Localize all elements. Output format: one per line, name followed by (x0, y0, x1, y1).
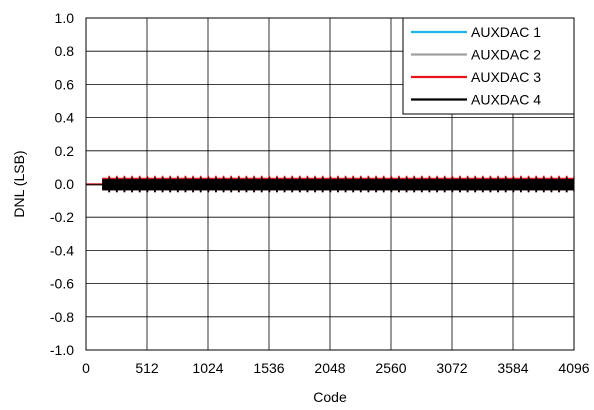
legend-label-2: AUXDAC 2 (471, 47, 541, 63)
x-tick-label: 3584 (497, 360, 528, 376)
y-tick-label: -0.4 (50, 242, 74, 258)
series-line-4 (86, 177, 575, 193)
y-tick-label: 1.0 (55, 10, 75, 26)
x-tick-label: 1024 (192, 360, 223, 376)
y-tick-labels: 1.0 0.8 0.6 0.4 0.2 0.0 -0.2 -0.4 -0.6 -0.8 -1.0 (50, 10, 74, 358)
x-tick-label: 4096 (558, 360, 589, 376)
x-tick-label: 1536 (253, 360, 284, 376)
x-axis-label: Code (313, 389, 347, 405)
y-tick-label: 0.4 (55, 110, 75, 126)
legend-box (402, 17, 575, 115)
y-tick-label: 0.2 (55, 143, 75, 159)
x-tick-label: 3072 (436, 360, 467, 376)
y-tick-label: -0.8 (50, 309, 74, 325)
legend-label-3: AUXDAC 3 (471, 69, 541, 85)
y-axis-label: DNL (LSB) (11, 150, 27, 217)
x-tick-label: 2048 (314, 360, 345, 376)
x-tick-labels: 0 512 1024 1536 2048 2560 3072 3584 4096 (82, 360, 590, 376)
x-tick-label: 0 (82, 360, 90, 376)
plot-frame (85, 17, 575, 351)
series-line-3 (86, 175, 575, 193)
y-tick-label: -0.2 (50, 209, 74, 225)
legend-label-4: AUXDAC 4 (471, 92, 541, 108)
legend-label-1: AUXDAC 1 (471, 24, 541, 40)
x-tick-label: 2560 (375, 360, 406, 376)
y-tick-label: -1.0 (50, 342, 74, 358)
y-tick-label: 0.8 (55, 43, 75, 59)
x-tick-label: 512 (135, 360, 159, 376)
legend: AUXDAC 1 AUXDAC 2 AUXDAC 3 AUXDAC 4 (402, 17, 575, 115)
y-tick-label: -0.6 (50, 276, 74, 292)
y-tick-label: 0.0 (55, 176, 75, 192)
series-group (86, 175, 575, 193)
y-tick-label: 0.6 (55, 76, 75, 92)
